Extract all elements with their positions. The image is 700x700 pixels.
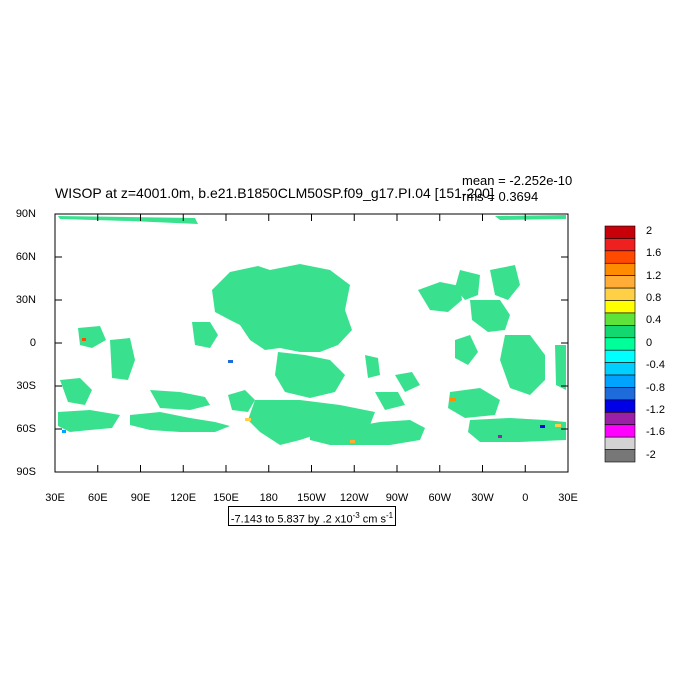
colorbar-label: 2 xyxy=(646,225,653,237)
range-text: -7.143 to 5.837 by .2 x10 xyxy=(230,513,353,526)
lon-ticks xyxy=(54,214,569,472)
lat-label: 30S xyxy=(16,380,36,392)
lon-label: 30E xyxy=(558,492,578,504)
mean-stat: mean = -2.252e-10 xyxy=(462,173,573,188)
colorbar-box xyxy=(604,262,636,276)
lat-label: 0 xyxy=(29,337,36,349)
colorbar-box xyxy=(604,387,636,401)
range-units: cm s xyxy=(359,513,386,526)
colorbar-box xyxy=(604,436,636,450)
colorbar-box xyxy=(604,424,636,438)
lon-label: 30W xyxy=(471,492,494,504)
colorbar-box xyxy=(604,312,636,326)
colorbar xyxy=(604,225,636,463)
lat-label: 90N xyxy=(15,208,36,220)
colorbar-box xyxy=(604,337,636,351)
colorbar-box xyxy=(604,362,636,376)
colorbar-box xyxy=(604,238,636,252)
range-exp2: -1 xyxy=(385,511,394,520)
lat-label: 60N xyxy=(15,251,36,263)
lon-label: 150E xyxy=(213,492,239,504)
colorbar-label: 0 xyxy=(646,336,653,349)
colorbar-box xyxy=(604,225,636,239)
lon-label: 0 xyxy=(522,492,529,504)
lon-label: 120W xyxy=(339,492,369,504)
lat-label: 60S xyxy=(16,423,36,435)
lon-label: 90W xyxy=(385,492,409,504)
rms-stat: rms = 0.3694 xyxy=(462,189,539,204)
lat-ticks xyxy=(55,213,568,473)
lon-label: 60E xyxy=(87,492,108,504)
contour-range-label: -7.143 to 5.837 by .2 x10-3 cm s-1 xyxy=(228,506,396,526)
lat-label: 30N xyxy=(15,294,36,306)
colorbar-box xyxy=(604,275,636,289)
colorbar-box xyxy=(604,250,636,264)
colorbar-label: -1.6 xyxy=(646,426,665,439)
colorbar-label: 1.6 xyxy=(646,247,662,260)
colorbar-box xyxy=(604,349,636,363)
accent-speckles xyxy=(62,338,561,443)
colorbar-box xyxy=(604,412,636,426)
colorbar-label: -2 xyxy=(646,448,656,461)
colorbar-box xyxy=(604,449,636,463)
colorbar-box xyxy=(604,325,636,339)
colorbar-label: 0.4 xyxy=(646,314,662,327)
lon-label: 180 xyxy=(259,492,278,504)
colorbar-box xyxy=(604,300,636,314)
colorbar-label: -0.8 xyxy=(646,381,665,394)
colorbar-box xyxy=(604,374,636,388)
lon-label: 30E xyxy=(45,492,65,504)
colorbar-label: -0.4 xyxy=(646,359,665,372)
colorbar-box xyxy=(604,287,636,301)
field-patches xyxy=(58,215,566,445)
lon-label: 90E xyxy=(130,492,151,504)
map-title: WISOP at z=4001.0m, b.e21.B1850CLM50SP.f… xyxy=(55,185,494,201)
colorbar-label: -1.2 xyxy=(646,403,665,416)
colorbar-box xyxy=(604,399,636,413)
lon-label: 150W xyxy=(297,492,326,504)
colorbar-label: 0.8 xyxy=(646,292,662,305)
colorbar-label: 1.2 xyxy=(646,269,662,282)
range-exp: -3 xyxy=(352,511,360,520)
lat-label: 90S xyxy=(16,466,36,478)
lon-label: 120E xyxy=(170,492,197,504)
lon-label: 60W xyxy=(428,492,452,504)
